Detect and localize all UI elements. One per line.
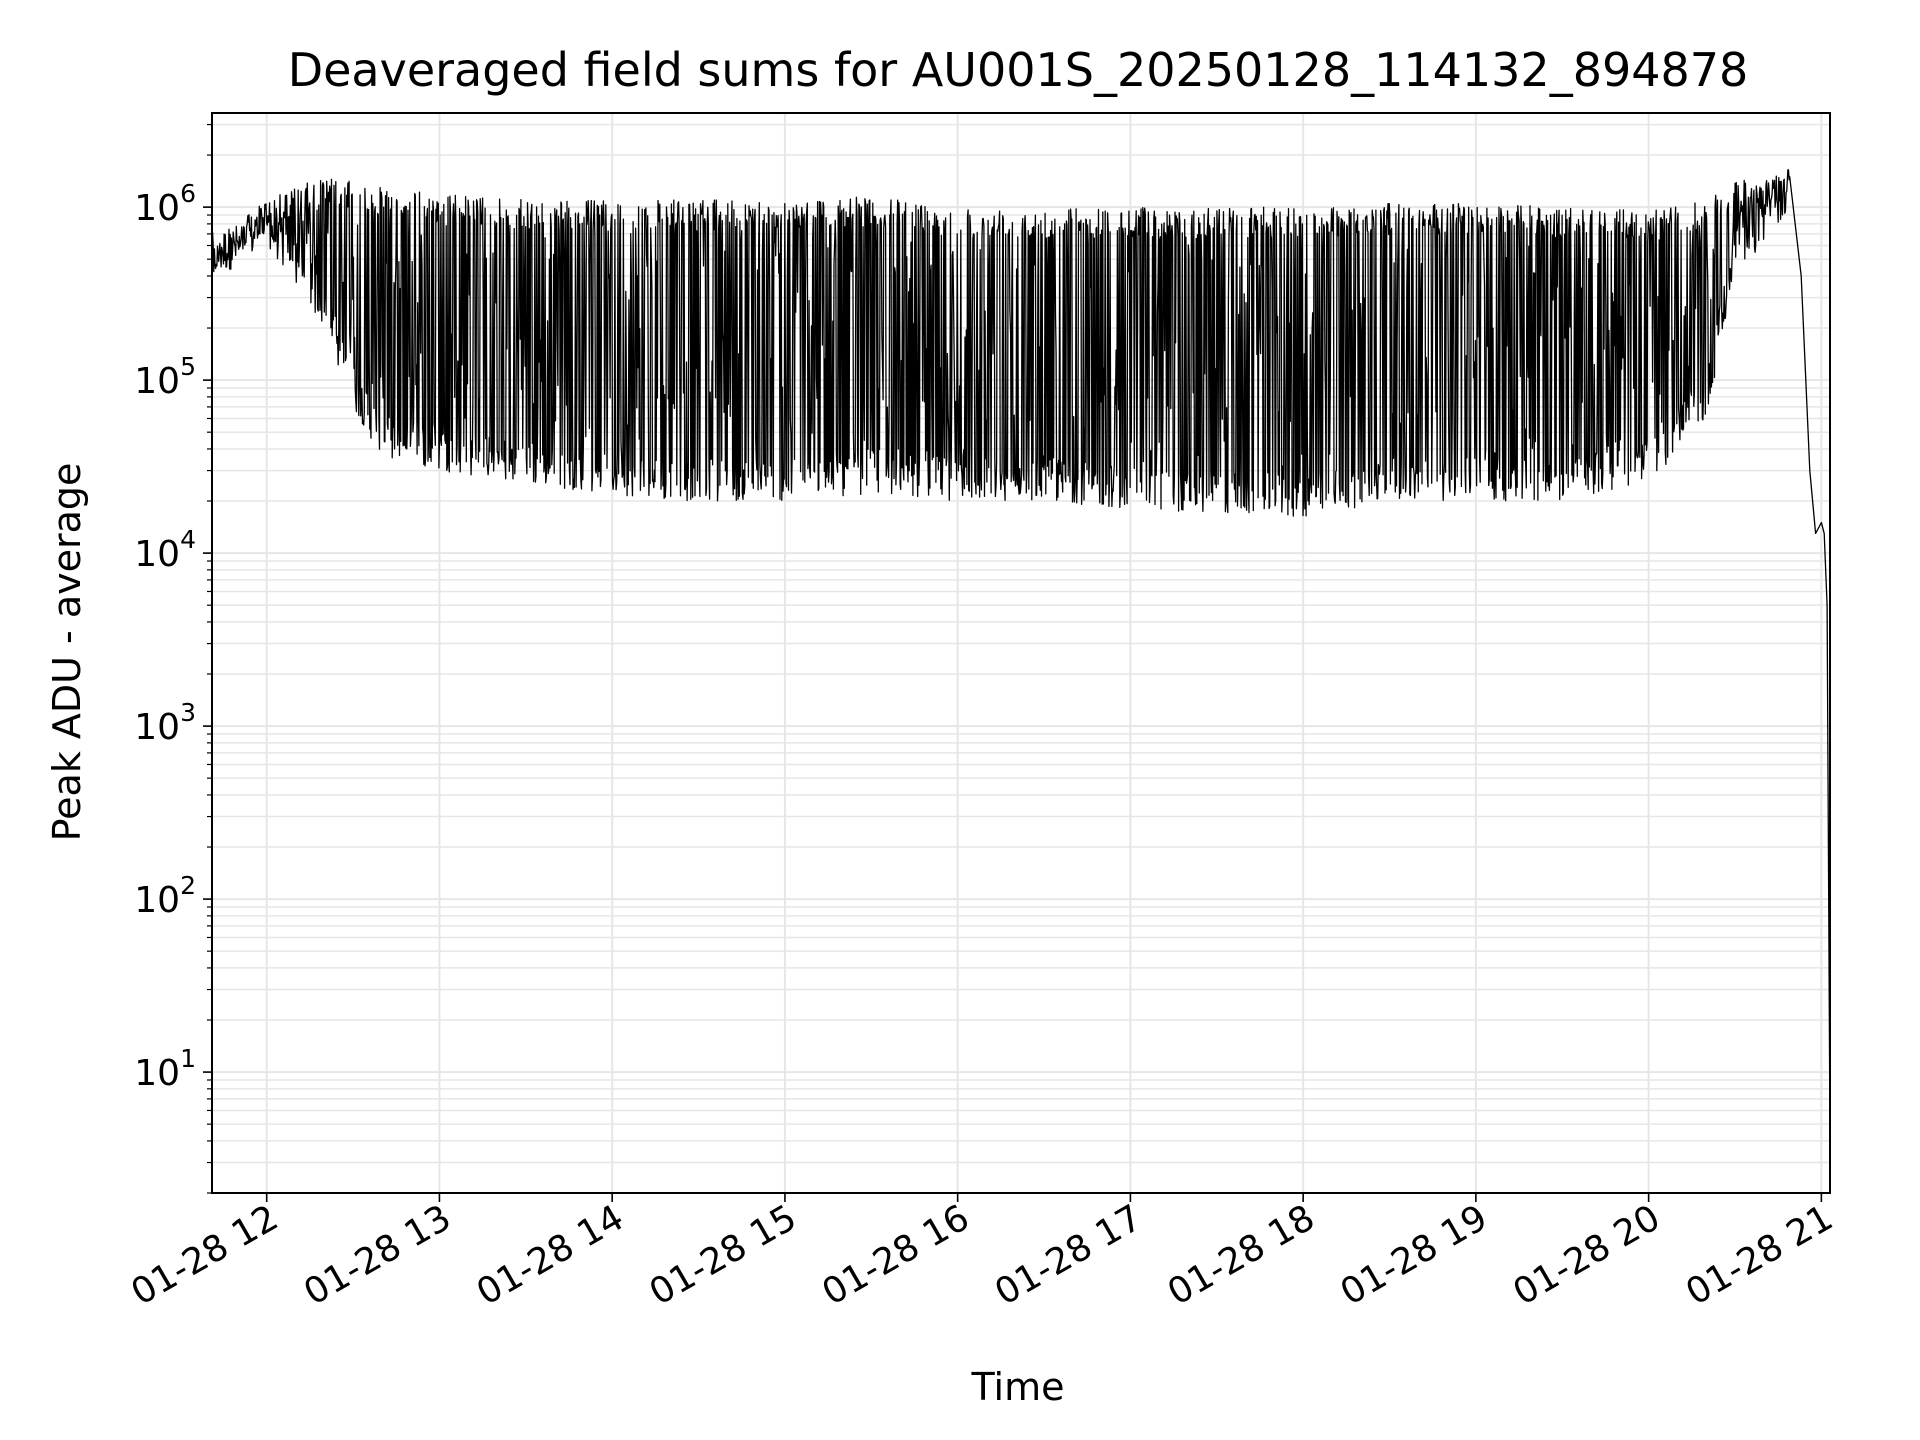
y-tick-exponent: 2	[180, 871, 196, 900]
y-tick-base: 10	[134, 188, 180, 229]
series-line	[211, 169, 1831, 1141]
y-tick-exponent: 3	[180, 698, 196, 727]
y-tick-base: 10	[134, 1053, 180, 1094]
y-tick-base: 10	[134, 880, 180, 921]
y-tick-label: 106	[134, 179, 196, 229]
y-tick-label: 103	[134, 698, 196, 748]
tick-marks	[203, 123, 1823, 1202]
y-tick-label: 105	[134, 352, 196, 402]
y-tick-label: 102	[134, 871, 196, 921]
y-tick-base: 10	[134, 361, 180, 402]
series-group	[211, 169, 1831, 1141]
y-tick-label: 104	[134, 525, 196, 575]
y-tick-exponent: 1	[180, 1044, 196, 1073]
y-tick-base: 10	[134, 707, 180, 748]
y-tick-base: 10	[134, 534, 180, 575]
y-tick-exponent: 4	[180, 525, 196, 554]
y-axis-label: Peak ADU - average	[45, 463, 89, 842]
chart-title: Deaveraged field sums for AU001S_2025012…	[288, 43, 1749, 97]
x-axis-label: Time	[971, 1365, 1065, 1409]
y-tick-label: 101	[134, 1044, 196, 1094]
y-tick-exponent: 5	[180, 352, 196, 381]
plot-frame	[211, 112, 1831, 1194]
y-tick-exponent: 6	[180, 179, 196, 208]
